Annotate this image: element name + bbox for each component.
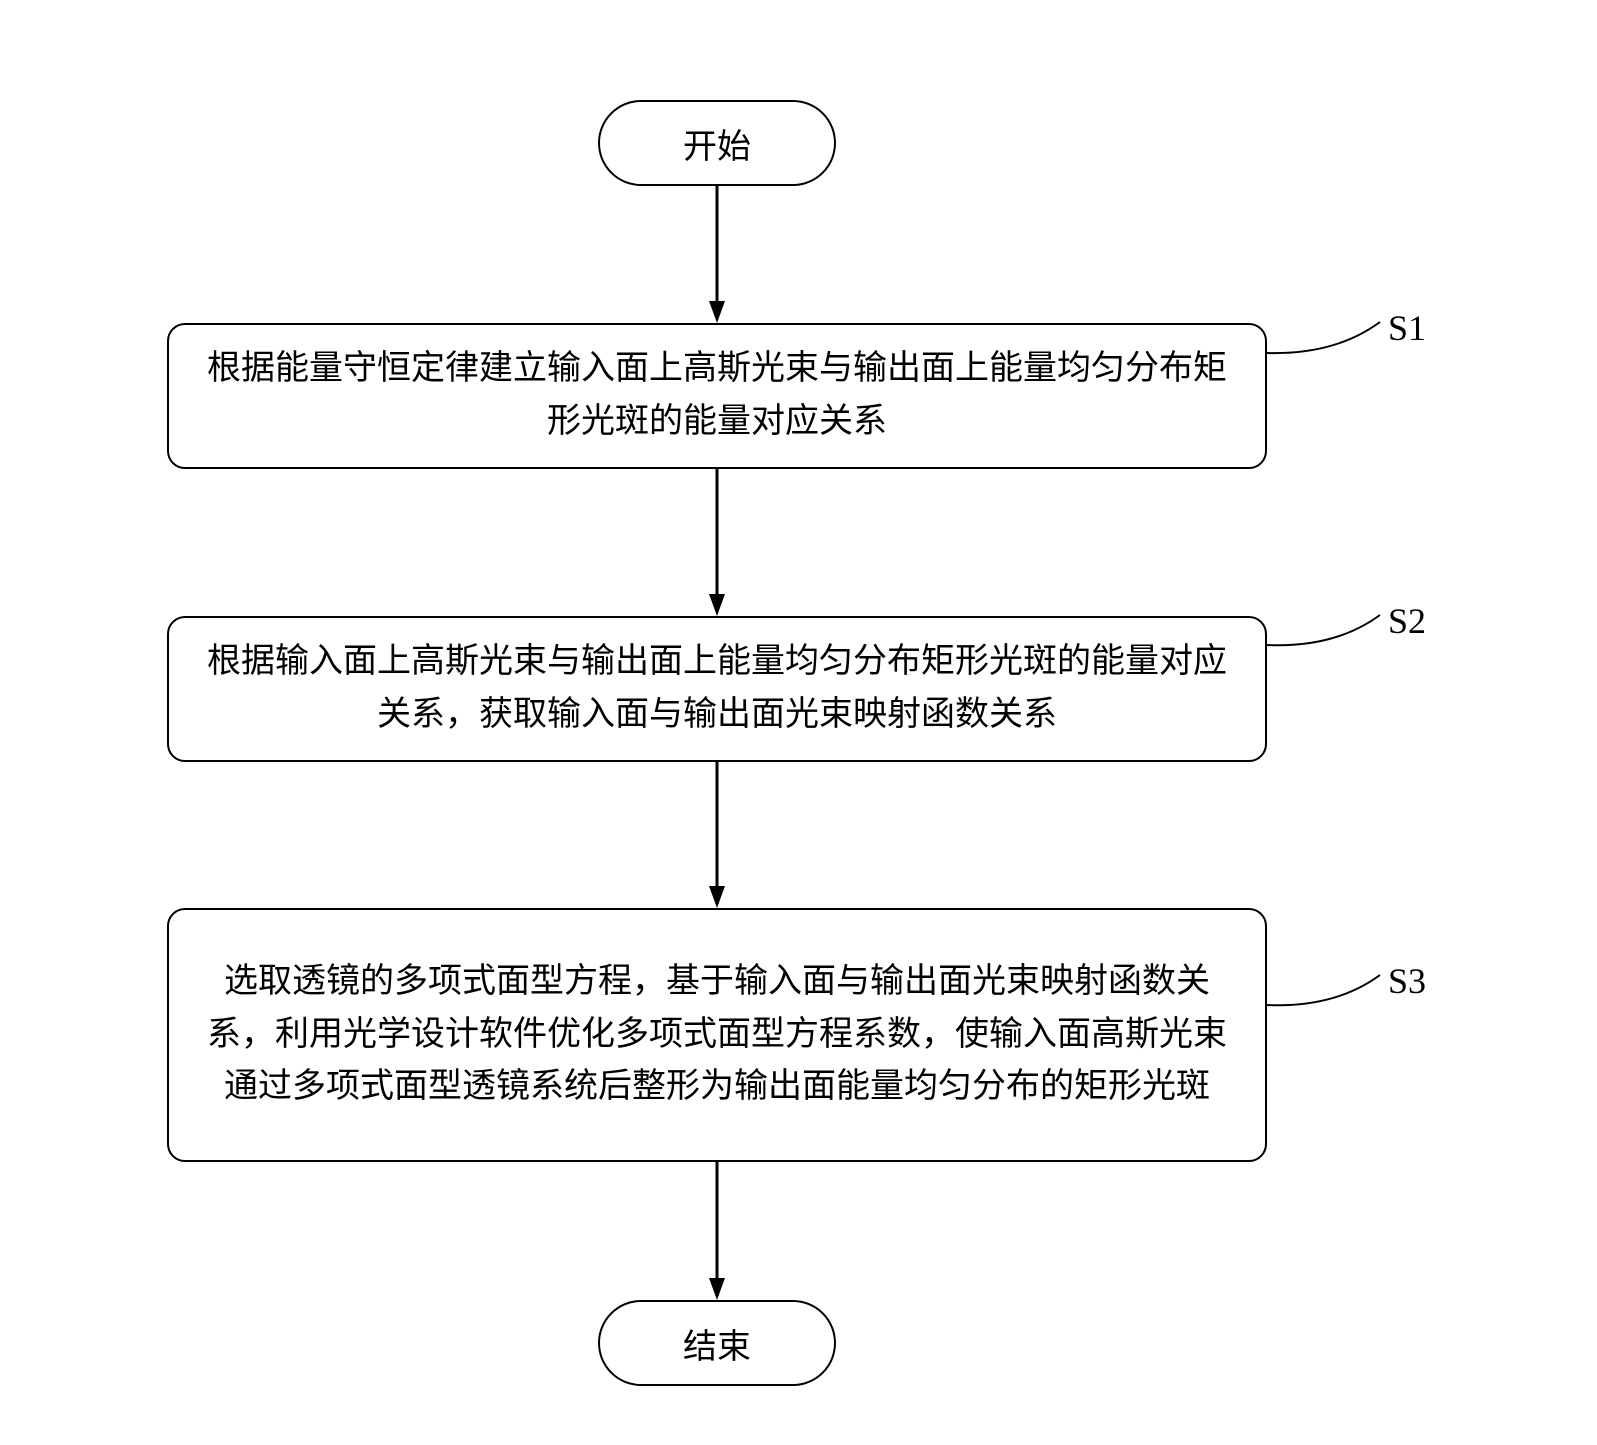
- callout-s3: [0, 0, 1597, 1445]
- flowchart-canvas: 开始 根据能量守恒定律建立输入面上高斯光束与输出面上能量均匀分布矩形光斑的能量对…: [0, 0, 1597, 1445]
